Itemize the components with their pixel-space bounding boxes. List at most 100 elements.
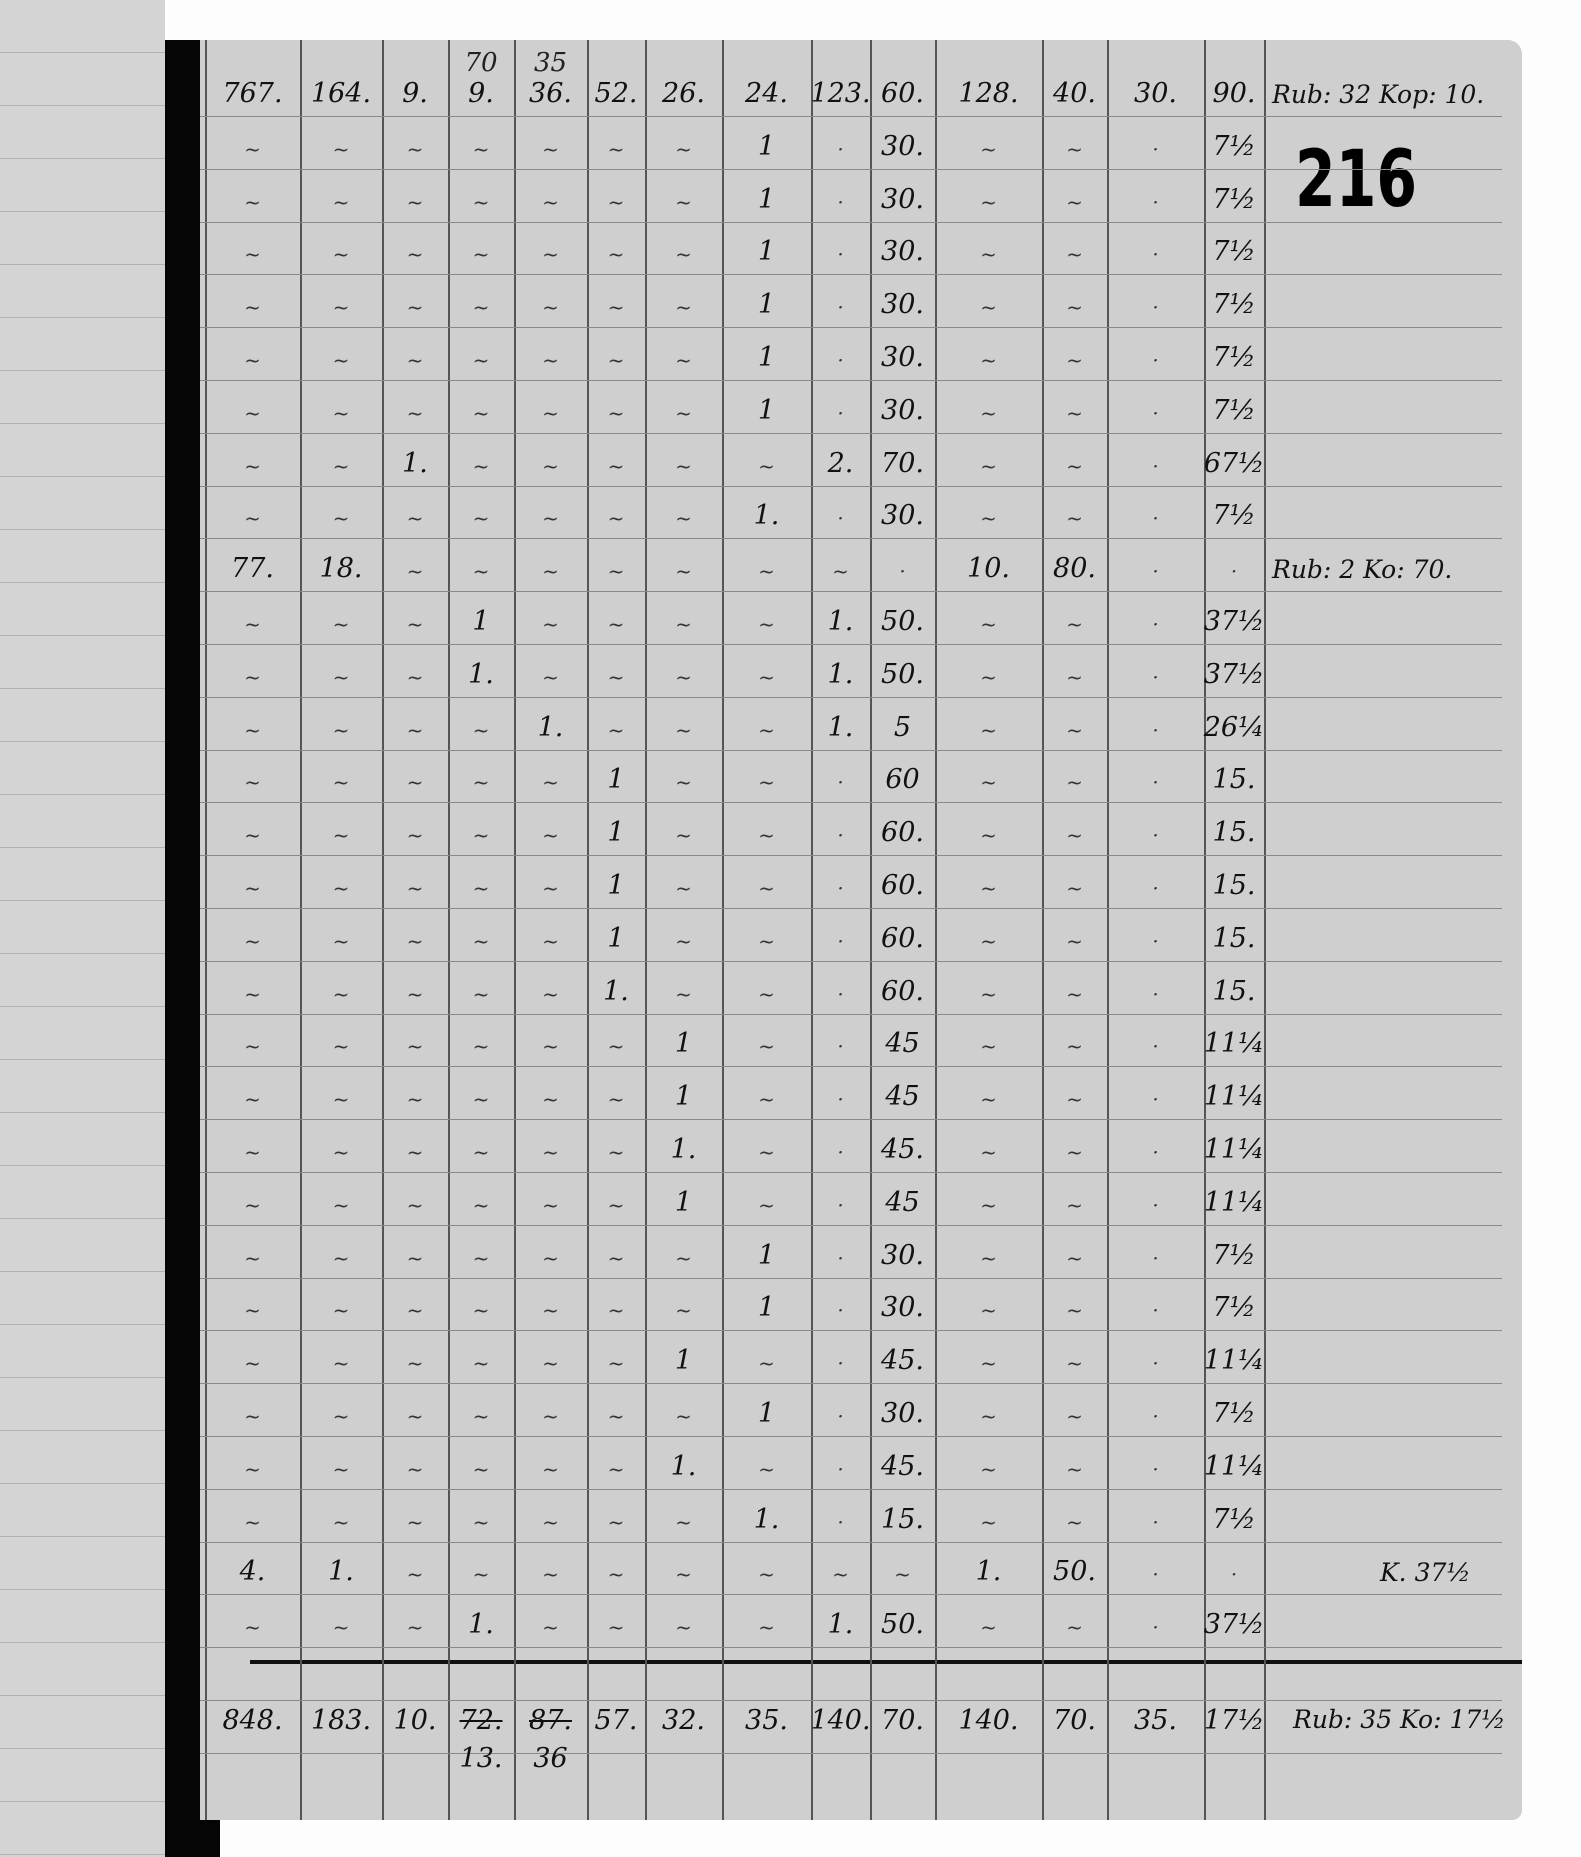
row-rule	[200, 1752, 1502, 1754]
row-rule	[200, 644, 1502, 645]
ditto-mark: ~	[758, 1562, 775, 1587]
ditto-mark: ~	[472, 928, 490, 953]
ledger-cell: 1.	[827, 606, 854, 637]
ledger-cell: 1.	[468, 658, 494, 690]
ledger-cell: ·	[837, 189, 844, 214]
ditto-mark: ~	[472, 242, 490, 267]
ledger-cell: 1.	[402, 447, 428, 479]
ditto-mark: ~	[980, 1298, 997, 1323]
row-rule	[200, 802, 1502, 804]
ditto-mark: ~	[607, 189, 625, 214]
ditto-mark: ~	[542, 1562, 559, 1587]
ledger-cell: 67½	[1203, 447, 1265, 479]
ditto-mark: ~	[758, 1351, 775, 1376]
total-cell: 87.	[529, 1705, 572, 1736]
ditto-mark: ~	[244, 295, 261, 320]
ledger-cell: 2.	[827, 447, 854, 479]
row-rule	[200, 1436, 1502, 1437]
ditto-mark: ~	[758, 559, 775, 584]
ledger-cell: 1	[757, 342, 776, 373]
ledger-cell: 7½	[1212, 342, 1256, 373]
ditto-mark: ~	[675, 189, 692, 214]
ditto-mark: ~	[542, 1351, 559, 1376]
ledger-cell: 50.	[881, 658, 924, 690]
ditto-mark: ~	[406, 1404, 424, 1428]
ledger-cell: 1	[757, 130, 776, 162]
ledger-cell: 60.	[881, 922, 924, 954]
folio-number: 216	[1295, 135, 1418, 225]
ditto-mark: ~	[332, 136, 350, 161]
ledger-cell: ·	[837, 1456, 844, 1481]
ditto-mark: ~	[758, 612, 775, 636]
ledger-cell: ·	[1152, 295, 1159, 320]
ditto-mark: ~	[472, 1245, 490, 1270]
ledger-cell: 30.	[881, 1239, 924, 1271]
total-cell: 35.	[745, 1705, 788, 1736]
ditto-mark: ~	[980, 1404, 997, 1428]
ditto-mark: ~	[542, 1456, 559, 1481]
total-cell: 17½	[1203, 1705, 1265, 1736]
ledger-cell: 30.	[881, 1292, 924, 1324]
ditto-mark: ~	[607, 1456, 625, 1481]
row-rule	[200, 908, 1502, 909]
ditto-mark: ~	[542, 1192, 559, 1217]
ledger-cell: 30.	[881, 289, 924, 321]
ditto-mark: ~	[542, 453, 559, 478]
ledger-cell: 11¼	[1203, 1450, 1265, 1482]
ledger-cell: 37½	[1203, 658, 1265, 690]
ditto-mark: ~	[675, 981, 692, 1006]
ledger-cell: 24.	[745, 78, 788, 109]
ditto-mark: ~	[472, 1087, 490, 1112]
ditto-mark: ~	[607, 1245, 625, 1270]
ledger-cell: 11¼	[1203, 1134, 1265, 1165]
ditto-mark: ~	[675, 876, 692, 900]
row-rule	[200, 1277, 1502, 1279]
ditto-mark: ~	[1066, 1298, 1083, 1323]
ditto-mark: ~	[332, 1404, 350, 1428]
ledger-cell: ·	[1230, 559, 1238, 584]
ledger-cell: 15.	[1212, 817, 1256, 849]
ditto-mark: ~	[607, 1351, 625, 1376]
ditto-mark: ~	[1066, 1245, 1083, 1270]
ledger-cell: ·	[1152, 1087, 1159, 1112]
ledger-cell: ·	[1152, 823, 1159, 848]
ledger-cell: ·	[837, 1140, 844, 1164]
column-rule	[811, 40, 813, 1820]
ledger-cell: ·	[1152, 664, 1159, 689]
ditto-mark: ~	[980, 136, 997, 161]
ditto-mark: ~	[406, 559, 424, 584]
row-rule	[200, 380, 1502, 381]
ditto-mark: ~	[607, 348, 625, 372]
ledger-page: 216 70 35 767. 164. 9. 9. 36. 52. 26. 24. 123. 60. 1…	[200, 40, 1522, 1820]
ledger-cell: 1	[607, 922, 625, 954]
ditto-mark: ~	[980, 1509, 997, 1534]
ditto-mark: ~	[472, 1456, 490, 1481]
ledger-cell: ·	[837, 400, 844, 425]
ledger-cell: 1	[757, 289, 776, 321]
ledger-cell: 45.	[881, 1450, 924, 1482]
ledger-cell: 11¼	[1203, 1186, 1265, 1218]
ledger-cell: 11¼	[1203, 1345, 1265, 1377]
ditto-mark: ~	[542, 1140, 559, 1164]
ditto-mark: ~	[244, 453, 261, 478]
ledger-cell: 77.	[231, 553, 274, 585]
total-cell: 70.	[881, 1705, 924, 1736]
ditto-mark: ~	[1066, 770, 1083, 795]
ledger-cell: 128.	[958, 78, 1019, 109]
ledger-cell: 1.	[537, 711, 564, 743]
ditto-mark: ~	[607, 717, 625, 742]
ledger-cell: 7½	[1212, 236, 1256, 268]
ditto-mark: ~	[406, 189, 424, 214]
ledger-cell: 1.	[468, 1609, 494, 1641]
ditto-mark: ~	[980, 1087, 997, 1112]
ledger-cell: 15.	[1212, 764, 1256, 796]
ditto-mark: ~	[244, 1140, 261, 1164]
ledger-cell: ·	[837, 981, 844, 1006]
row-rule	[200, 1066, 1502, 1068]
ledger-cell: ·	[1152, 1404, 1159, 1428]
ditto-mark: ~	[244, 823, 261, 848]
ditto-mark: ~	[406, 295, 424, 320]
ditto-mark: ~	[244, 189, 261, 214]
ditto-mark: ~	[542, 1615, 559, 1640]
ditto-mark: ~	[980, 876, 997, 900]
